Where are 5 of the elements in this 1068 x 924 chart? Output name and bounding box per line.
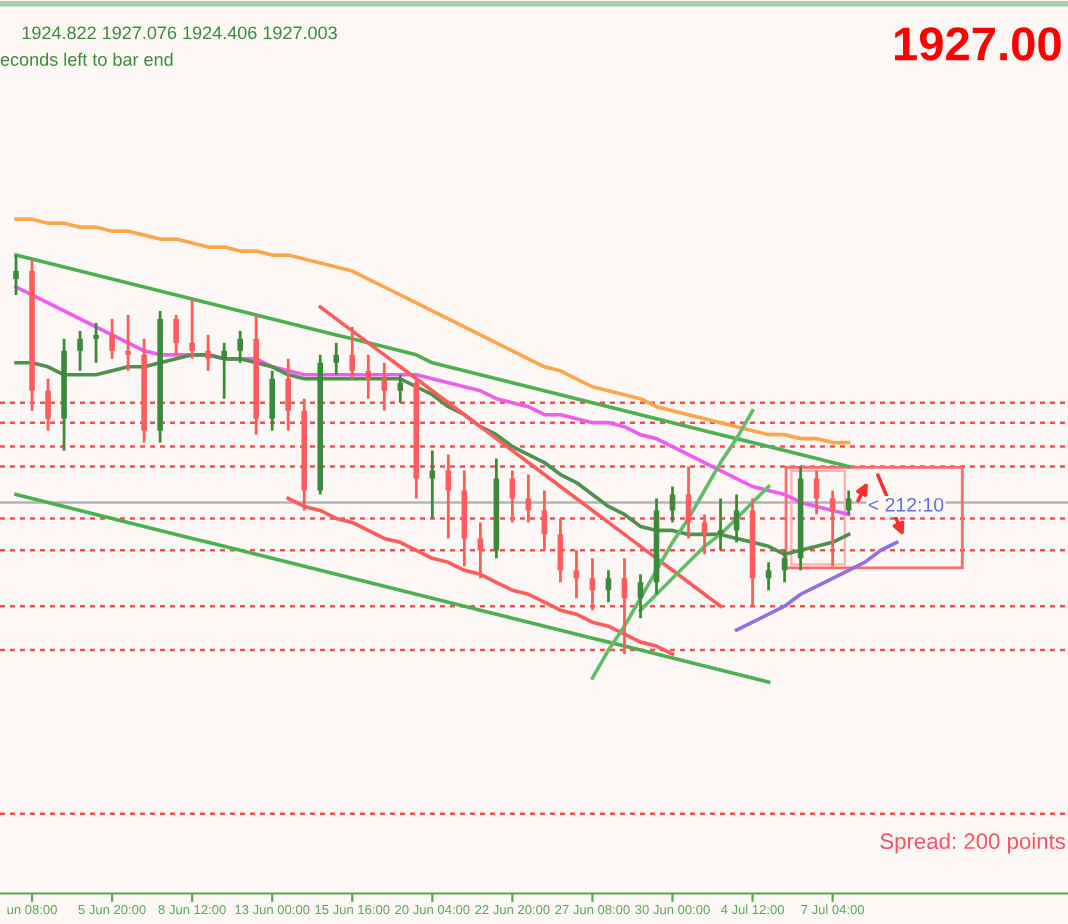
text: 1924.822 1927.076 1924.406 1927.003 (22, 26, 337, 40)
text: Spread: 200 points (880, 832, 1066, 854)
text: 1927.00 (894, 27, 1061, 61)
text: econds left to bar end (0, 52, 173, 66)
annotation: < 212:10 (868, 497, 944, 512)
